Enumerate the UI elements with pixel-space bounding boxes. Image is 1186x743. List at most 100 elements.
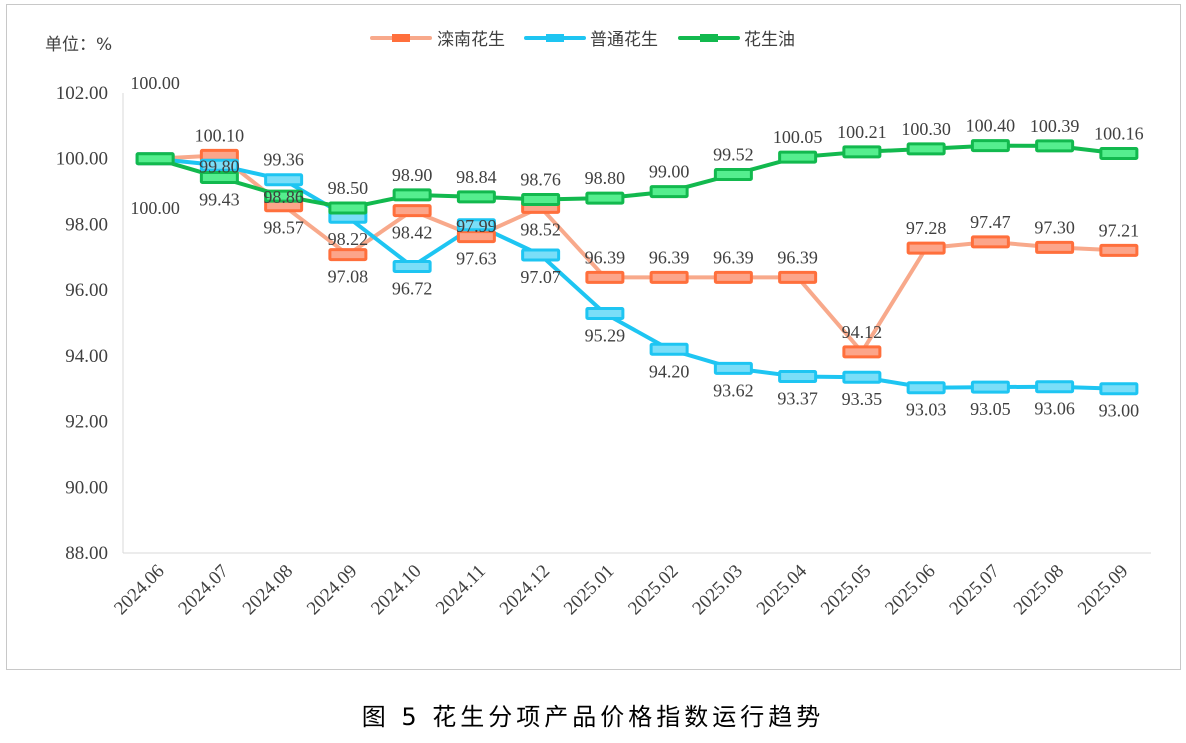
data-point-1 [649,342,689,356]
data-point-0 [585,270,625,284]
data-label: 100.30 [901,119,951,139]
line-chart: 102.00 100.00 98.00 96.00 94.00 92.00 90.00 88.… [56,30,1151,620]
x-tick-label: 2025.03 [688,561,747,620]
data-point-1 [1035,380,1075,394]
y-tick-label: 96.00 [65,280,108,301]
data-label: 99.43 [199,189,240,209]
data-label: 96.39 [713,247,754,267]
data-label: 98.84 [456,167,497,187]
x-tick-label: 2024.11 [432,561,490,619]
x-tick-label: 2025.09 [1074,561,1133,620]
series-line-1 [154,156,1119,391]
data-label: 100.39 [1030,116,1080,136]
data-label: 93.35 [842,389,883,409]
data-point-1 [392,259,432,273]
x-tick-label: 2024.12 [496,561,555,620]
y-tick-label: 92.00 [65,412,108,433]
data-label: 97.63 [456,249,497,269]
x-tick-label: 2024.10 [367,561,426,620]
data-label: 97.47 [970,212,1011,232]
data-label: 99.80 [199,156,240,176]
data-point-2 [842,145,882,159]
legend-marker-0 [392,34,410,42]
data-point-0 [328,248,368,262]
data-label: 98.50 [328,178,369,198]
data-point-2 [135,152,175,166]
data-point-1 [456,218,496,232]
data-point-2 [778,150,818,164]
legend-label: 花生油 [744,30,795,50]
data-label: 100.10 [195,125,245,145]
data-label: 95.29 [585,325,626,345]
data-point-2 [392,188,432,202]
legend-marker-2 [700,34,718,42]
x-tick-label: 2025.06 [881,561,940,620]
data-label: 98.86 [263,187,304,207]
x-tick-label: 2025.02 [624,561,683,620]
data-label: 97.28 [906,218,947,238]
data-label: 99.36 [263,150,304,170]
data-point-1 [713,361,753,375]
data-label: 93.05 [970,399,1011,419]
unit-label: 单位：% [45,35,113,55]
data-point-1 [906,381,946,395]
data-label: 98.22 [328,229,369,249]
data-point-1 [970,380,1010,394]
data-point-2 [264,189,304,203]
data-label: 98.52 [520,219,561,239]
data-label: 97.30 [1034,217,1075,237]
data-label: 93.06 [1034,399,1075,419]
data-label: 100.05 [773,127,823,147]
data-label: 97.21 [1099,220,1140,240]
x-tick-label: 2024.08 [239,561,298,620]
data-label: 96.72 [392,278,433,298]
data-point-0 [778,270,818,284]
data-point-0 [456,230,496,244]
x-tick-label: 2025.07 [945,561,1004,620]
data-point-2 [1035,139,1075,153]
y-tick-label: 88.00 [65,543,108,564]
legend-label: 滦南花生 [437,30,505,50]
data-label: 96.39 [585,247,626,267]
data-point-1 [264,173,304,187]
data-point-2 [328,201,368,215]
series-line-2 [154,143,1120,210]
data-label: 98.90 [392,165,433,185]
data-point-2 [649,185,689,199]
data-point-2 [713,167,753,181]
data-label: 98.42 [392,223,433,243]
data-label: 98.57 [263,218,304,238]
data-point-1 [199,158,239,172]
data-label: 96.39 [649,247,690,267]
data-label: 99.00 [649,162,690,182]
data-label: 94.20 [649,361,690,381]
data-point-1 [842,370,882,384]
x-tick-label: 2025.08 [1010,561,1069,620]
y-tick-label: 100.00 [56,149,108,170]
data-point-2 [521,192,561,206]
data-label: 97.07 [520,267,561,287]
legend-marker-1 [546,34,564,42]
data-label: 100.21 [837,122,887,142]
data-point-1 [585,306,625,320]
data-label: 93.37 [777,389,818,409]
data-label: 99.52 [713,144,754,164]
data-label: 100.40 [966,116,1016,136]
data-point-2 [585,191,625,205]
data-label: 96.39 [777,247,818,267]
data-label: 100.00 [130,198,180,218]
data-point-1 [778,370,818,384]
x-tick-label: 2024.06 [110,561,169,620]
data-point-2 [456,190,496,204]
data-point-0 [1035,240,1075,254]
data-label: 93.62 [713,380,754,400]
data-point-2 [199,170,239,184]
data-point-0 [906,241,946,255]
data-label: 100.00 [130,73,180,93]
data-label: 98.80 [585,168,626,188]
data-point-0 [970,235,1010,249]
data-point-1 [1099,382,1139,396]
series-line-0 [155,153,1119,354]
data-point-0 [1099,243,1139,257]
legend-label: 普通花生 [590,30,658,50]
